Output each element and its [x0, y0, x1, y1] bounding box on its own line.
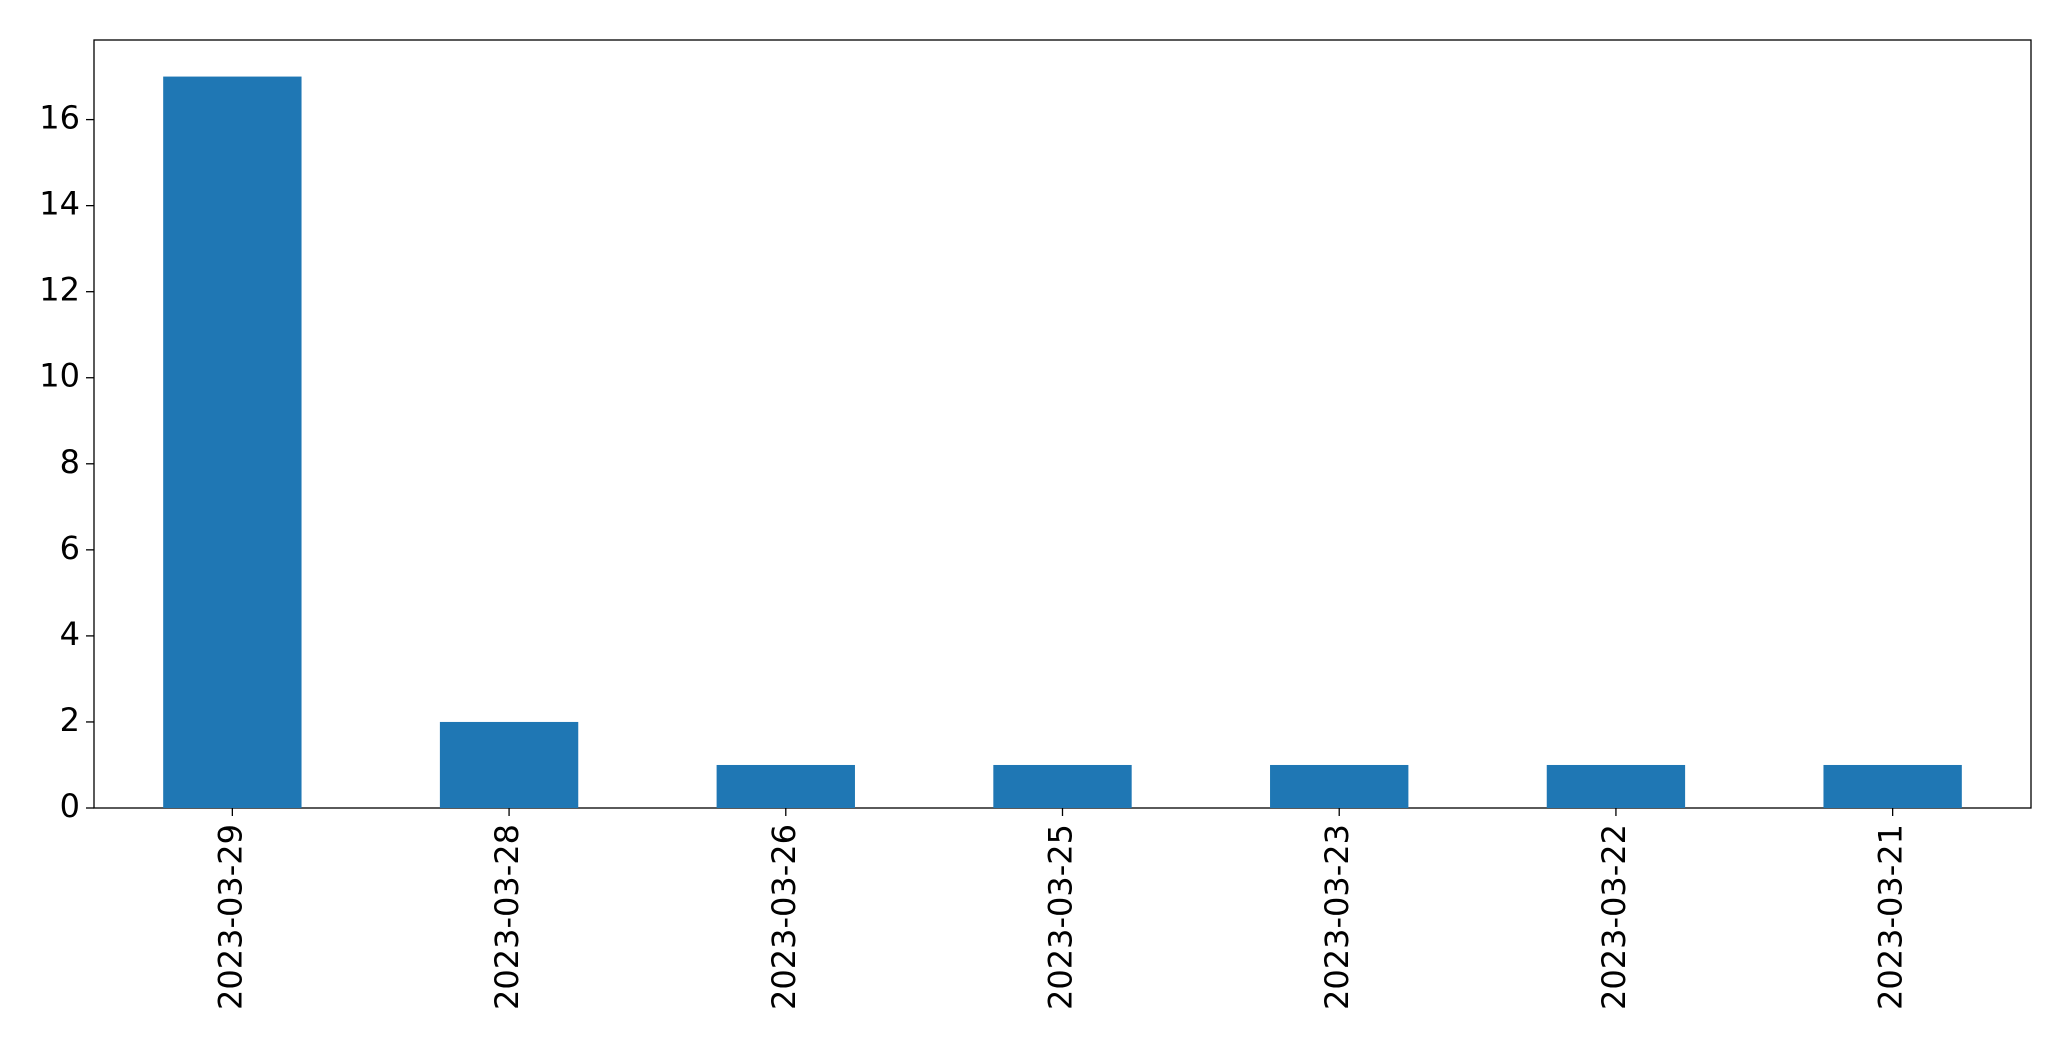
- plot-frame: [93, 39, 2032, 809]
- y-tick-label: 14: [39, 185, 80, 223]
- x-tick-label: 2023-03-28: [488, 824, 526, 1010]
- y-tick-label: 6: [60, 529, 80, 567]
- y-tick-label: 8: [60, 443, 80, 481]
- bar: [439, 721, 579, 808]
- x-tick-label: 2023-03-25: [1042, 824, 1080, 1010]
- bar: [1823, 764, 1962, 808]
- y-tick-label: 2: [60, 701, 80, 739]
- bar: [163, 76, 302, 809]
- bar: [1546, 764, 1686, 808]
- y-tick-label: 4: [60, 615, 80, 653]
- x-tick-label: 2023-03-29: [211, 824, 249, 1010]
- y-tick-label: 16: [39, 99, 80, 137]
- y-tick-label: 0: [60, 787, 80, 825]
- bar: [1270, 764, 1409, 808]
- y-tick-label: 12: [39, 271, 80, 309]
- x-tick-label: 2023-03-23: [1318, 824, 1356, 1010]
- x-tick-label: 2023-03-26: [765, 824, 803, 1010]
- bar: [993, 764, 1132, 808]
- x-tick-label: 2023-03-21: [1872, 824, 1910, 1010]
- y-tick-label: 10: [39, 357, 80, 395]
- bar: [716, 764, 855, 808]
- x-tick-label: 2023-03-22: [1595, 824, 1633, 1010]
